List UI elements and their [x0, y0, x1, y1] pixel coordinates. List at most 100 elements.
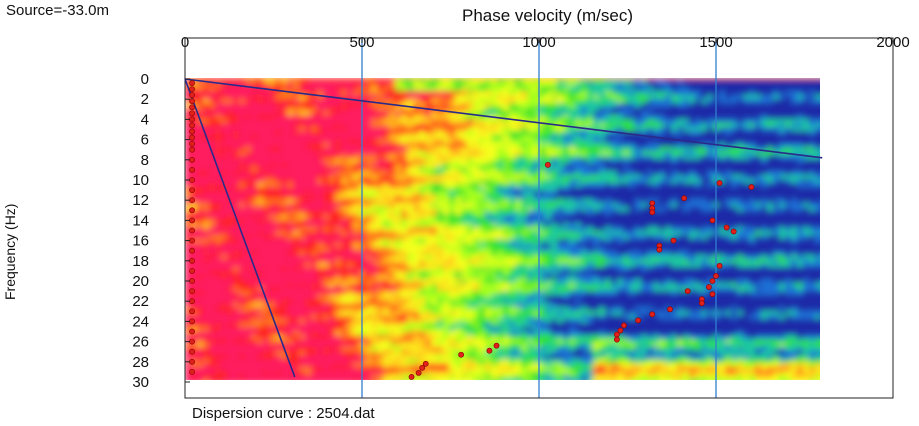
reference-line	[184, 78, 823, 159]
picked-point	[419, 364, 426, 371]
picked-point	[649, 311, 656, 318]
picked-point	[613, 336, 620, 343]
y-tick-label: 16	[132, 233, 149, 250]
picked-point	[713, 273, 719, 279]
picked-point	[544, 161, 551, 168]
picked-point	[698, 300, 705, 307]
picked-point	[189, 104, 195, 111]
picked-point	[189, 116, 195, 123]
picked-point	[189, 257, 195, 264]
picked-point	[189, 92, 195, 99]
picked-point	[670, 237, 677, 244]
picked-point	[422, 360, 429, 367]
velocity-spectrum-heatmap	[185, 78, 820, 380]
y-tick-label: 2	[141, 91, 149, 108]
y-tick-label: 20	[132, 273, 149, 290]
picked-point	[667, 306, 673, 313]
picked-dispersion-points	[189, 80, 755, 380]
picked-point	[706, 284, 712, 290]
picked-point	[656, 246, 663, 253]
x-axis-ticks: 0 500 1000 1500 2000	[181, 34, 910, 51]
picked-point	[189, 128, 195, 135]
reference-lines	[184, 78, 823, 378]
picked-point	[189, 110, 195, 117]
picked-point	[189, 318, 195, 325]
picked-point	[189, 288, 195, 294]
picked-point	[649, 209, 656, 216]
y-tick-label: 6	[141, 132, 149, 149]
y-tick-label: 28	[132, 354, 149, 371]
picked-point	[408, 374, 415, 380]
picked-point	[635, 317, 642, 324]
picked-point	[189, 156, 195, 163]
y-tick-label: 30	[132, 374, 149, 391]
dispersion-curve-label: Dispersion curve : 2504.dat	[192, 405, 375, 422]
picked-point	[189, 197, 195, 204]
y-tick-label: 4	[141, 111, 149, 128]
picked-point	[415, 370, 422, 376]
x-tick-label: 0	[181, 34, 189, 51]
picked-point	[189, 338, 195, 345]
x-tick-label: 1500	[699, 34, 732, 51]
picked-point	[681, 195, 688, 202]
picked-point	[458, 351, 465, 358]
y-tick-label: 10	[132, 172, 149, 189]
picked-point	[189, 122, 195, 129]
picked-point	[649, 200, 656, 207]
y-tick-label: 24	[132, 313, 149, 330]
picked-point	[621, 322, 627, 329]
velocity-gridlines	[361, 38, 717, 398]
picked-point	[189, 368, 195, 375]
picked-point	[613, 331, 620, 338]
picked-point	[709, 291, 716, 298]
y-tick-label: 0	[141, 71, 149, 88]
picked-point	[716, 180, 723, 186]
picked-point	[189, 267, 195, 274]
x-tick-label: 500	[349, 34, 374, 51]
y-tick-label: 14	[132, 212, 149, 229]
picked-point	[189, 207, 195, 214]
x-tick-label: 2000	[876, 34, 909, 51]
picked-point	[684, 288, 691, 294]
picked-point	[748, 184, 755, 190]
picked-point	[189, 134, 195, 141]
picked-point	[709, 278, 716, 284]
picked-point	[486, 347, 493, 354]
picked-point	[189, 217, 195, 224]
source-label: Source=-33.0m	[6, 2, 109, 19]
picked-point	[189, 187, 195, 193]
picked-point	[716, 262, 723, 269]
x-tick-label: 1000	[522, 34, 555, 51]
y-tick-label: 8	[141, 152, 149, 169]
y-tick-label: 22	[132, 293, 149, 310]
picked-point	[189, 237, 195, 244]
picked-point	[189, 140, 195, 147]
picked-point	[189, 328, 195, 335]
y-tick-label: 26	[132, 334, 149, 351]
picked-point	[189, 247, 195, 254]
picked-point	[723, 224, 730, 231]
picked-point	[189, 86, 195, 92]
picked-point	[189, 278, 195, 284]
picked-point	[189, 98, 195, 105]
picked-point	[730, 228, 737, 235]
picked-point	[189, 358, 195, 365]
x-axis-title: Phase velocity (m/sec)	[462, 6, 633, 25]
picked-point	[493, 342, 500, 349]
y-tick-label: 12	[132, 192, 149, 209]
reference-line	[184, 78, 296, 378]
y-tick-label: 18	[132, 253, 149, 270]
picked-point	[189, 80, 195, 86]
picked-point	[189, 146, 195, 153]
picked-point	[617, 327, 624, 334]
picked-point	[189, 348, 195, 355]
picked-point	[189, 298, 195, 305]
picked-point	[189, 308, 195, 315]
picked-point	[709, 217, 716, 224]
picked-point	[189, 227, 195, 234]
picked-point	[189, 177, 195, 183]
picked-point	[189, 166, 195, 173]
